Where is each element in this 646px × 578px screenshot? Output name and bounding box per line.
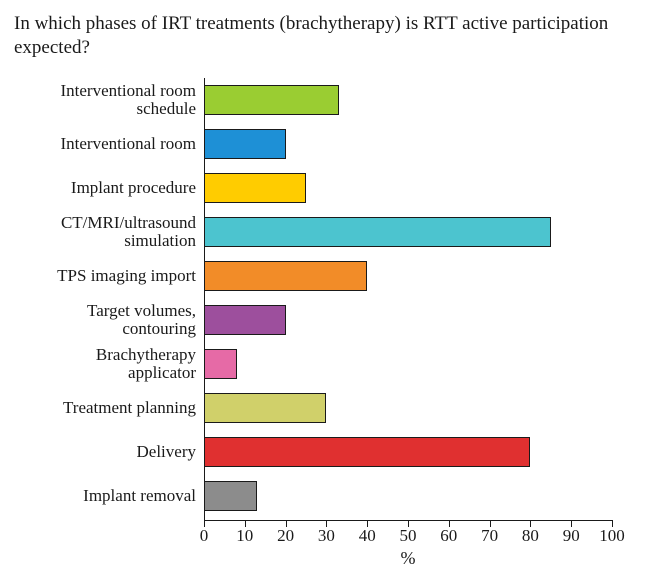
bar-track [204,474,612,518]
bar-track [204,210,612,254]
category-label: Interventional roomschedule [14,82,204,118]
bar-track [204,386,612,430]
x-tick-label: 70 [481,526,498,546]
bar-track [204,78,612,122]
bar-track [204,342,612,386]
category-label: Implant removal [14,487,204,505]
plot-area: Interventional roomschedule Interventiona… [14,78,628,558]
bar [204,129,286,159]
category-label: CT/MRI/ultrasoundsimulation [14,214,204,250]
category-label: Delivery [14,443,204,461]
bar-track [204,430,612,474]
bar [204,437,530,467]
x-tick-label: 0 [200,526,209,546]
x-tick-label: 10 [236,526,253,546]
x-tick-label: 30 [318,526,335,546]
bar [204,393,326,423]
bar [204,217,551,247]
category-label: Target volumes,contouring [14,302,204,338]
bar-row: Interventional room [14,122,628,166]
category-label: Implant procedure [14,179,204,197]
bar [204,261,367,291]
category-label: Interventional room [14,135,204,153]
bar-row: Brachytherapyapplicator [14,342,628,386]
bar-row: Treatment planning [14,386,628,430]
bar-track [204,166,612,210]
x-tick-label: 80 [522,526,539,546]
x-tick-label: 60 [440,526,457,546]
bar-track [204,254,612,298]
bar [204,305,286,335]
x-tick-label: 90 [563,526,580,546]
chart-container: In which phases of IRT treatments (brach… [0,0,646,578]
bar-row: Interventional roomschedule [14,78,628,122]
category-label: TPS imaging import [14,267,204,285]
x-tick-label: 100 [599,526,625,546]
bar-row: Target volumes,contouring [14,298,628,342]
bar-track [204,122,612,166]
bar-row: Implant procedure [14,166,628,210]
bar [204,481,257,511]
bar-track [204,298,612,342]
category-label: Treatment planning [14,399,204,417]
x-axis-label: % [204,548,612,569]
category-label: Brachytherapyapplicator [14,346,204,382]
bar-row: TPS imaging import [14,254,628,298]
bar [204,173,306,203]
bar-row: Implant removal [14,474,628,518]
x-tick-label: 50 [400,526,417,546]
x-tick-label: 40 [359,526,376,546]
bar-row: CT/MRI/ultrasoundsimulation [14,210,628,254]
chart-title: In which phases of IRT treatments (brach… [14,12,630,60]
bar [204,85,339,115]
bar [204,349,237,379]
x-tick-label: 20 [277,526,294,546]
bar-row: Delivery [14,430,628,474]
